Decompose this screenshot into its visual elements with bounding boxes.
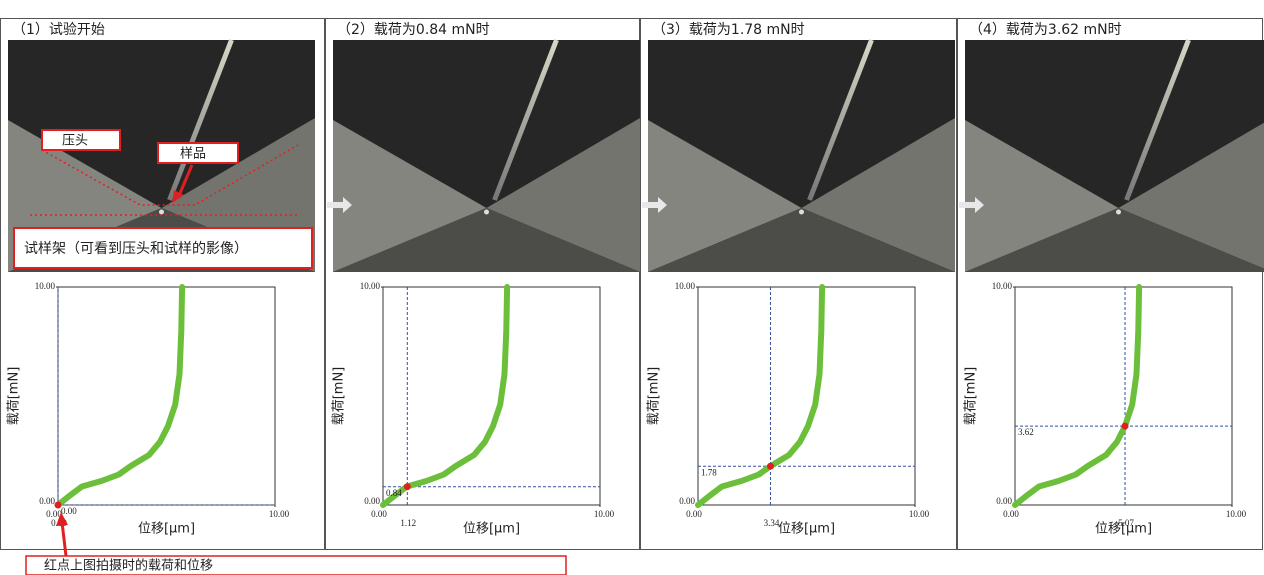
y-axis-label: 载荷[mN]: [332, 367, 347, 426]
plot-area: [698, 287, 915, 505]
marker-y-label: 3.62: [1018, 427, 1034, 437]
panels: （1）试验开始 0.00 10.00 0.00 10.00 位移[μm] 载荷[mN] 0.0…: [1, 19, 1264, 550]
x-tick-label: 10.00: [594, 509, 615, 519]
x-tick-label: 0.00: [1003, 509, 1019, 519]
indenter-label: 压头: [62, 134, 88, 149]
figure: （1）试验开始 0.00 10.00 0.00 10.00 位移[μm] 载荷[mN] 0.0…: [0, 0, 1264, 575]
x-tick-label: 0.00: [686, 509, 702, 519]
panel-title: （4）载荷为3.62 mN时: [969, 22, 1122, 38]
marker-x-label: 1.12: [400, 518, 416, 528]
panel-title: （2）载荷为0.84 mN时: [337, 22, 490, 38]
y-tick-label: 0.00: [364, 496, 380, 506]
x-axis-label: 位移[μm]: [463, 522, 520, 537]
y-axis-label: 载荷[mN]: [7, 367, 22, 426]
holder-label: 试样架（可看到压头和试样的影像）: [24, 241, 248, 257]
sample: [159, 210, 164, 215]
y-tick-label: 10.00: [360, 281, 381, 291]
marker-x-label: 3.34: [764, 518, 780, 528]
caption: 红点上图拍摄时的载荷和位移: [44, 558, 213, 574]
y-tick-label: 10.00: [992, 281, 1013, 291]
y-tick-label: 0.00: [996, 496, 1012, 506]
x-tick-label: 10.00: [909, 509, 930, 519]
y-tick-label: 0.00: [679, 496, 695, 506]
marker-x-label: 5.07: [1118, 518, 1134, 528]
x-tick-label: 10.00: [269, 509, 290, 519]
sample: [484, 210, 489, 215]
marker-point: [404, 483, 411, 490]
marker-y-label: 1.78: [701, 467, 717, 477]
sample: [799, 210, 804, 215]
y-tick-label: 10.00: [675, 281, 696, 291]
y-tick-label: 0.00: [39, 496, 55, 506]
plot-area: [58, 287, 275, 505]
marker-point: [767, 463, 774, 470]
marker-y-label: 0.84: [386, 488, 402, 498]
sample-label: 样品: [180, 147, 206, 162]
plot-area: [1015, 287, 1232, 505]
x-axis-label: 位移[μm]: [778, 522, 835, 537]
panel-title: （3）载荷为1.78 mN时: [652, 22, 805, 38]
x-tick-label: 10.00: [1226, 509, 1247, 519]
marker-y-label: 0.00: [61, 506, 77, 516]
panel-title: （1）试验开始: [12, 22, 105, 38]
marker-point: [1122, 423, 1129, 430]
y-axis-label: 载荷[mN]: [647, 367, 662, 426]
x-tick-label: 0.00: [371, 509, 387, 519]
sample: [1116, 210, 1121, 215]
x-axis-label: 位移[μm]: [138, 522, 195, 537]
y-axis-label: 载荷[mN]: [964, 367, 979, 426]
plot-area: [383, 287, 600, 505]
y-tick-label: 10.00: [35, 281, 56, 291]
